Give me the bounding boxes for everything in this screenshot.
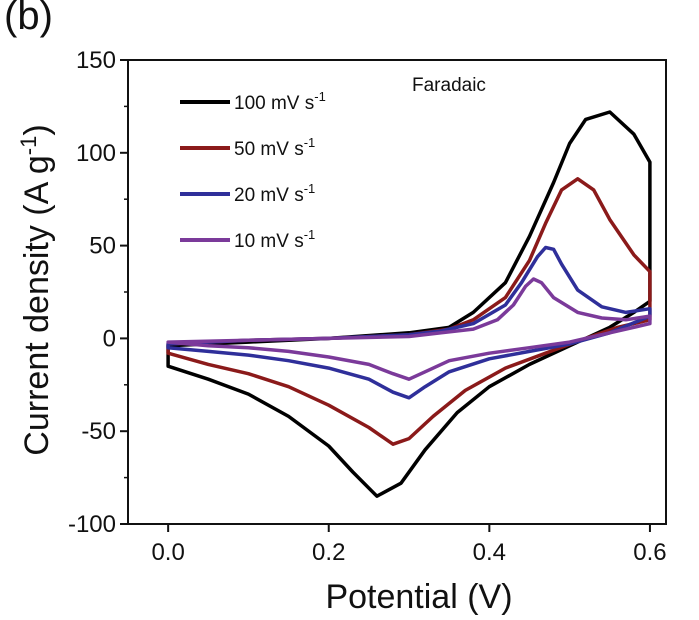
legend-label-3: 10 mV s-1 xyxy=(234,227,315,252)
legend-label-text: 10 mV s xyxy=(234,231,304,252)
y-tick-label: -100 xyxy=(68,511,116,538)
x-tick-label: 0.0 xyxy=(151,539,184,566)
x-tick-label: 0.4 xyxy=(473,539,506,566)
y-tick-label: 150 xyxy=(76,47,116,74)
y-axis-title-main: Current density (A g xyxy=(18,155,56,455)
series-layer xyxy=(166,110,652,498)
legend: 100 mV s-150 mV s-120 mV s-110 mV s-1 xyxy=(180,89,326,252)
y-axis-title-end: ) xyxy=(18,124,56,135)
axes: 0.0 0.2 0.4 0.6 -100 -50 0 50 100 150 xyxy=(68,47,667,566)
y-axis-title-sup: -1 xyxy=(16,136,41,156)
series-line-3 xyxy=(166,277,652,381)
panel-label: (b) xyxy=(4,0,53,38)
y-tick-label: 50 xyxy=(89,233,116,260)
annotation-faradaic: Faradaic xyxy=(412,75,486,96)
legend-label-2: 20 mV s-1 xyxy=(234,181,315,206)
x-tick-label: 0.2 xyxy=(312,539,345,566)
x-axis-title: Potential (V) xyxy=(325,578,512,616)
y-tick-label: 0 xyxy=(103,325,116,352)
legend-label-text: 20 mV s xyxy=(234,185,304,206)
legend-label-sup: -1 xyxy=(304,181,316,196)
legend-label-sup: -1 xyxy=(304,227,316,242)
legend-label-text: 50 mV s xyxy=(234,139,304,160)
series-line-2 xyxy=(166,245,652,400)
legend-label-sup: -1 xyxy=(314,89,326,104)
y-tick-label: -50 xyxy=(81,418,116,445)
plot-frame xyxy=(127,59,667,525)
legend-label-text: 100 mV s xyxy=(234,93,314,114)
legend-label-0: 100 mV s-1 xyxy=(234,89,326,114)
y-axis-title: Current density (A g-1) xyxy=(16,124,56,455)
y-tick-label: 100 xyxy=(76,140,116,167)
legend-label-1: 50 mV s-1 xyxy=(234,135,315,160)
legend-label-sup: -1 xyxy=(304,135,316,150)
x-tick-label: 0.6 xyxy=(633,539,666,566)
